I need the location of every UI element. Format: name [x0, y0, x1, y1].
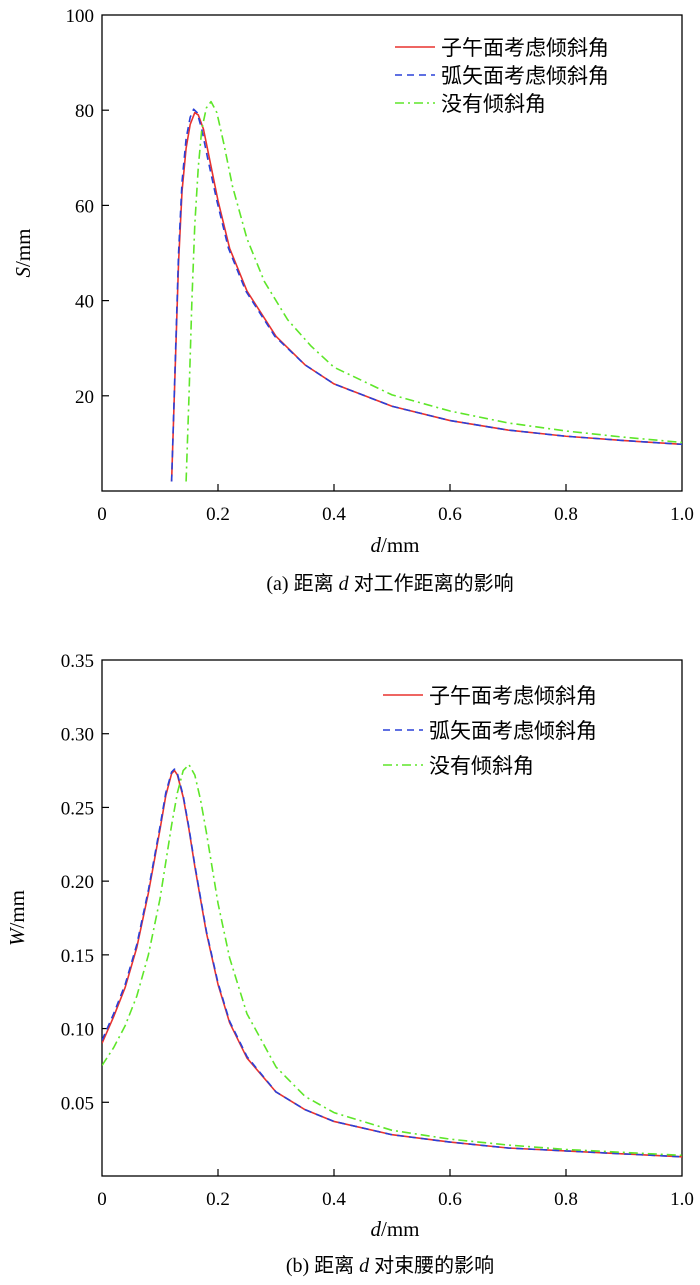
- series-line-2: [102, 768, 682, 1158]
- y-tick-label: 0.30: [61, 725, 94, 746]
- legend-label: 子午面考虑倾斜角: [441, 36, 609, 60]
- legend-label: 没有倾斜角: [429, 754, 534, 778]
- chart-panel-a: 0 0.2 0.4 0.6 0.8 1.020406080100d/mmS/mm子午面考虑…: [11, 6, 694, 595]
- y-tick-label: 0.35: [61, 651, 94, 672]
- series-line-3: [185, 100, 682, 482]
- legend-label: 弧矢面考虑倾斜角: [441, 64, 609, 88]
- caption-var: d: [339, 573, 350, 595]
- caption-prefix: (a) 距离: [266, 572, 338, 595]
- x-tick-label: 0.6: [438, 1189, 462, 1210]
- y-tick-label: 80: [75, 101, 94, 122]
- y-tick-label: 40: [75, 292, 94, 313]
- legend-label: 没有倾斜角: [441, 92, 546, 116]
- caption-var: d: [359, 1255, 370, 1277]
- x-tick-label: 0: [97, 1189, 107, 1210]
- caption-suffix: 对工作距离的影响: [349, 572, 514, 595]
- series-line-1: [102, 769, 682, 1158]
- y-axis-label: W/mm: [5, 890, 29, 946]
- x-tick-label: 0.4: [322, 1189, 346, 1210]
- y-tick-label: 60: [75, 196, 94, 217]
- series-line-3: [102, 763, 682, 1157]
- y-tick-label: 100: [66, 6, 95, 27]
- x-axis-unit: /mm: [381, 1217, 420, 1241]
- series-line-1: [170, 111, 682, 482]
- plot-frame: [101, 14, 683, 492]
- x-axis-label: d/mm: [370, 533, 419, 557]
- y-axis-label: S/mm: [11, 228, 35, 277]
- x-tick-label: 0.6: [438, 504, 462, 525]
- y-tick-label: 0.05: [61, 1093, 94, 1114]
- y-axis-var: W: [5, 926, 29, 946]
- legend-label: 弧矢面考虑倾斜角: [429, 719, 597, 743]
- x-axis-var: d: [370, 1217, 381, 1241]
- x-axis-unit: /mm: [381, 533, 420, 557]
- chart-caption: (b) 距离 d 对束腰的影响: [286, 1254, 494, 1277]
- x-axis-var: d: [370, 533, 381, 557]
- y-tick-label: 20: [75, 387, 94, 408]
- x-tick-label: 0.8: [554, 504, 578, 525]
- x-axis-label: d/mm: [370, 1217, 419, 1241]
- x-tick-label: 0.4: [322, 504, 346, 525]
- x-tick-label: 0.2: [206, 504, 230, 525]
- x-tick-label: 0.8: [554, 1189, 578, 1210]
- chart-caption: (a) 距离 d 对工作距离的影响: [266, 572, 513, 595]
- x-tick-label: 0: [97, 504, 107, 525]
- chart-panel-b: 0 0.2 0.4 0.6 0.8 1.0 0.05 0.10 0.15 0.20 0.25 0.30…: [5, 651, 694, 1277]
- y-axis-unit: /mm: [11, 228, 35, 267]
- x-tick-label: 1.0: [670, 504, 694, 525]
- x-tick-label: 1.0: [670, 1189, 694, 1210]
- y-axis-var: S: [11, 267, 35, 278]
- plot-frame: [101, 659, 683, 1177]
- legend-label: 子午面考虑倾斜角: [429, 684, 597, 708]
- y-tick-label: 0.20: [61, 872, 94, 893]
- series-line-2: [170, 108, 682, 482]
- y-axis-unit: /mm: [5, 890, 29, 929]
- x-tick-label: 0.2: [206, 1189, 230, 1210]
- y-tick-label: 0.15: [61, 946, 94, 967]
- caption-prefix: (b) 距离: [286, 1254, 359, 1277]
- y-tick-label: 0.10: [61, 1020, 94, 1041]
- y-tick-label: 0.25: [61, 798, 94, 819]
- caption-suffix: 对束腰的影响: [369, 1254, 494, 1277]
